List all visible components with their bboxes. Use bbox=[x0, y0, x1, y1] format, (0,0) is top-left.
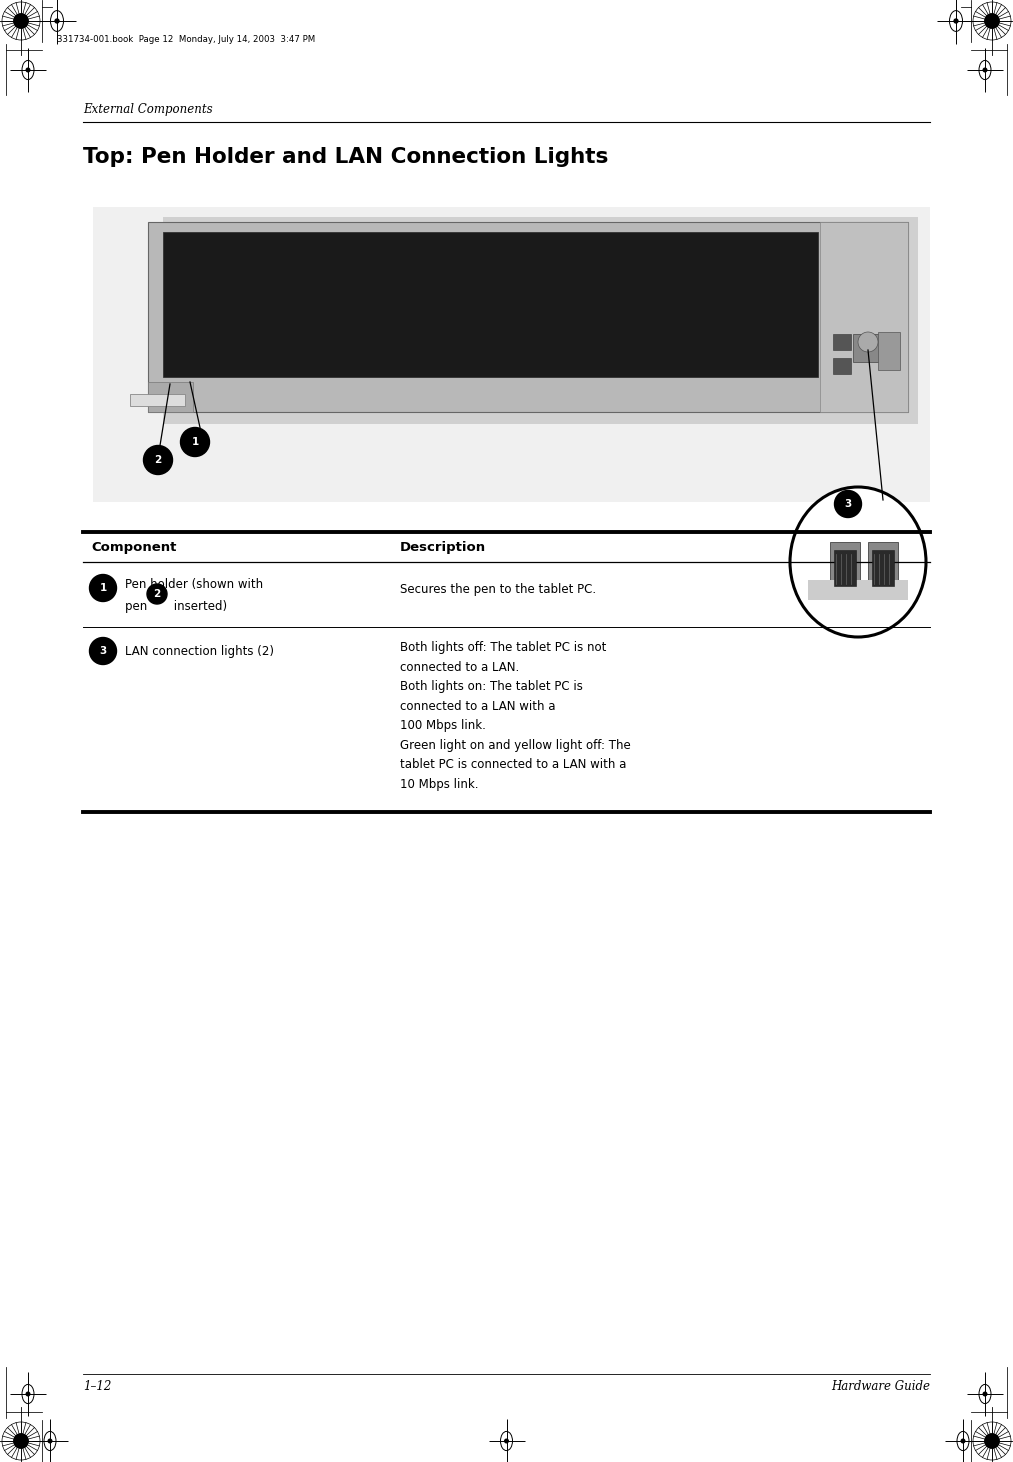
Text: tablet PC is connected to a LAN with a: tablet PC is connected to a LAN with a bbox=[400, 757, 626, 770]
Circle shape bbox=[14, 13, 28, 28]
Circle shape bbox=[14, 1434, 28, 1449]
Text: Description: Description bbox=[400, 541, 486, 554]
Text: 3: 3 bbox=[845, 499, 852, 509]
Bar bbox=[130, 393, 185, 406]
Bar bbox=[808, 580, 908, 599]
Text: Secures the pen to the tablet PC.: Secures the pen to the tablet PC. bbox=[400, 583, 596, 596]
Text: 2: 2 bbox=[153, 589, 161, 599]
Circle shape bbox=[984, 69, 987, 72]
Text: External Components: External Components bbox=[83, 102, 213, 115]
Text: Component: Component bbox=[91, 541, 176, 554]
Circle shape bbox=[144, 446, 172, 475]
Circle shape bbox=[26, 1392, 29, 1396]
Text: Both lights on: The tablet PC is: Both lights on: The tablet PC is bbox=[400, 680, 582, 693]
Polygon shape bbox=[163, 216, 918, 424]
Circle shape bbox=[180, 427, 210, 456]
Bar bbox=[163, 232, 819, 377]
Text: Pen holder (shown with: Pen holder (shown with bbox=[125, 577, 263, 591]
Text: inserted): inserted) bbox=[170, 599, 227, 613]
Text: Top: Pen Holder and LAN Connection Lights: Top: Pen Holder and LAN Connection Light… bbox=[83, 148, 609, 167]
Circle shape bbox=[26, 69, 29, 72]
Circle shape bbox=[504, 1439, 509, 1443]
Bar bbox=[833, 358, 851, 374]
Bar bbox=[820, 222, 908, 412]
Circle shape bbox=[835, 490, 861, 518]
Text: connected to a LAN with a: connected to a LAN with a bbox=[400, 699, 555, 712]
Text: connected to a LAN.: connected to a LAN. bbox=[400, 661, 520, 674]
Circle shape bbox=[89, 575, 116, 601]
Circle shape bbox=[55, 19, 59, 23]
Text: LAN connection lights (2): LAN connection lights (2) bbox=[125, 645, 274, 658]
Circle shape bbox=[89, 637, 116, 665]
Text: Both lights off: The tablet PC is not: Both lights off: The tablet PC is not bbox=[400, 640, 607, 654]
Circle shape bbox=[961, 1439, 964, 1443]
Bar bbox=[872, 550, 894, 586]
Text: 331734-001.book  Page 12  Monday, July 14, 2003  3:47 PM: 331734-001.book Page 12 Monday, July 14,… bbox=[57, 35, 315, 44]
Circle shape bbox=[147, 583, 167, 604]
Text: Hardware Guide: Hardware Guide bbox=[831, 1380, 930, 1393]
Bar bbox=[868, 542, 898, 592]
Bar bbox=[833, 333, 851, 349]
Circle shape bbox=[985, 13, 999, 28]
Circle shape bbox=[858, 332, 878, 352]
Bar bbox=[853, 333, 883, 363]
Text: 2: 2 bbox=[154, 455, 162, 465]
Bar bbox=[830, 542, 860, 592]
Text: pen: pen bbox=[125, 599, 151, 613]
Circle shape bbox=[984, 1392, 987, 1396]
Text: 100 Mbps link.: 100 Mbps link. bbox=[400, 719, 486, 732]
Circle shape bbox=[954, 19, 958, 23]
Text: 1–12: 1–12 bbox=[83, 1380, 111, 1393]
Bar bbox=[148, 382, 193, 412]
Bar bbox=[93, 208, 930, 501]
Polygon shape bbox=[148, 222, 908, 412]
Bar bbox=[834, 550, 856, 586]
Text: 10 Mbps link.: 10 Mbps link. bbox=[400, 778, 478, 791]
Text: 1: 1 bbox=[99, 583, 106, 594]
Bar bbox=[878, 332, 900, 370]
Circle shape bbox=[985, 1434, 999, 1449]
Circle shape bbox=[49, 1439, 52, 1443]
Ellipse shape bbox=[790, 487, 926, 637]
Text: Green light on and yellow light off: The: Green light on and yellow light off: The bbox=[400, 738, 631, 751]
Text: 3: 3 bbox=[99, 646, 106, 656]
Text: 1: 1 bbox=[191, 437, 199, 447]
